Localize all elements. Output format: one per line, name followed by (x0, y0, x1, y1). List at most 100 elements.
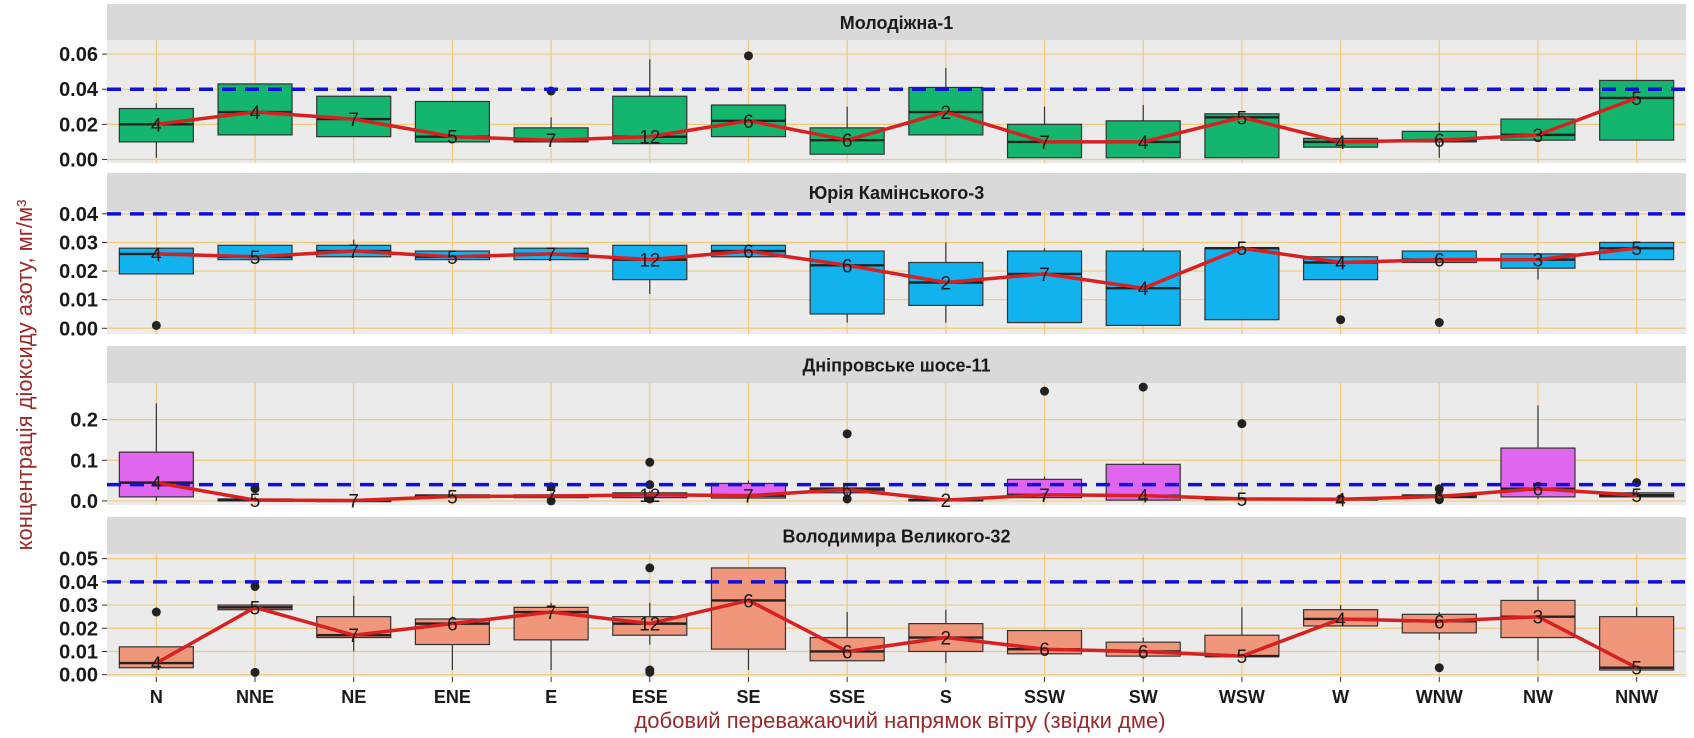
box-ESE (612, 244, 688, 294)
outlier-point (250, 484, 260, 494)
box-iqr (1006, 250, 1083, 324)
count-label: 12 (639, 251, 660, 272)
outlier-point (1434, 484, 1444, 494)
panel-strip (107, 173, 1686, 211)
count-label: 5 (1631, 239, 1642, 260)
count-label: 7 (348, 626, 359, 647)
panel: Молодіжна-1 0.00 0.02 0.04 0.06 4 4 7 5 7 12 6 6 2 7 4 5… (59, 4, 1686, 171)
count-label: 7 (1039, 265, 1050, 286)
y-tick-label: 0.03 (59, 232, 98, 254)
box-N (118, 403, 194, 501)
box-N (118, 103, 194, 158)
outlier-point (645, 494, 655, 504)
x-tick-label: NNW (1615, 687, 1658, 707)
box-iqr (612, 244, 688, 281)
y-tick-label: 0.03 (59, 595, 98, 617)
box-WSW (1204, 113, 1280, 159)
outlier-point (842, 494, 852, 504)
count-label: 6 (1533, 480, 1544, 501)
outlier-point (151, 607, 161, 617)
box-iqr (1204, 113, 1280, 159)
outlier-point (645, 563, 655, 573)
y-tick-label: 0.02 (59, 114, 98, 136)
count-label: 12 (639, 128, 660, 149)
box-WSW (1204, 246, 1280, 321)
panel: Дніпровське шосе-11 0.0 0.1 0.2 4 5 7 5 7 12 7 6 2 7 4… (70, 346, 1686, 513)
count-label: 6 (1039, 640, 1050, 661)
panel: Юрія Камінського-3 0.00 0.01 0.02 0.03 0.04 4 5… (59, 173, 1686, 340)
count-label: 5 (447, 487, 458, 508)
count-label: 4 (151, 474, 162, 495)
y-tick-label: 0.1 (70, 450, 98, 472)
outlier-point (645, 457, 655, 467)
count-label: 7 (743, 487, 754, 508)
count-label: 6 (743, 112, 754, 133)
count-label: 5 (1237, 239, 1248, 260)
x-tick-label: ENE (434, 687, 471, 707)
outlier-point (842, 429, 852, 439)
box-iqr (1105, 120, 1181, 159)
outlier-point (1434, 663, 1444, 673)
count-label: 6 (1434, 487, 1445, 508)
count-label: 7 (546, 131, 557, 152)
x-tick-label: WSW (1219, 687, 1265, 707)
panel-title: Молодіжна-1 (840, 13, 954, 33)
count-label: 12 (639, 615, 660, 636)
x-tick-label: SE (736, 687, 760, 707)
count-label: 7 (1039, 486, 1050, 507)
box-SE (710, 567, 787, 671)
plot-area (107, 383, 1686, 505)
x-tick-label: SW (1129, 687, 1158, 707)
count-label: 2 (941, 274, 952, 295)
count-label: 6 (842, 481, 853, 502)
count-label: 4 (151, 654, 162, 675)
outlier-point (1138, 382, 1148, 392)
y-tick-label: 0.05 (59, 549, 98, 571)
box-iqr (1204, 247, 1280, 321)
count-label: 7 (546, 245, 557, 266)
x-tick-label: N (150, 687, 163, 707)
count-label: 5 (1631, 486, 1642, 507)
x-tick-label: W (1332, 687, 1349, 707)
y-tick-label: 0.01 (59, 290, 98, 312)
count-label: 3 (1533, 126, 1544, 147)
panel-title: Дніпровське шосе-11 (802, 356, 990, 376)
y-tick-label: 0.06 (59, 44, 98, 66)
box-iqr (710, 567, 787, 650)
box-iqr (118, 451, 194, 498)
count-label: 7 (348, 110, 359, 131)
count-label: 6 (842, 256, 853, 277)
y-tick-label: 0.02 (59, 261, 98, 283)
box-iqr (217, 83, 293, 136)
box-NNW (1599, 607, 1675, 671)
outlier-point (1434, 318, 1444, 328)
box-iqr (1401, 250, 1477, 264)
count-label: 4 (151, 245, 162, 266)
outlier-point (1336, 315, 1346, 325)
count-label: 7 (348, 242, 359, 263)
outlier-point (743, 51, 753, 61)
panel: Володимира Великого-320.000.010.020.030.… (59, 517, 1686, 687)
count-label: 4 (1335, 490, 1346, 511)
count-label: 6 (842, 642, 853, 663)
count-label: 5 (447, 248, 458, 269)
count-label: 6 (743, 242, 754, 263)
count-label: 4 (1335, 253, 1346, 274)
count-label: 4 (1335, 610, 1346, 631)
count-label: 7 (546, 487, 557, 508)
median-trend-line (156, 246, 1637, 290)
y-tick-label: 0.04 (59, 204, 99, 226)
panel-strip (107, 517, 1686, 554)
count-label: 5 (1237, 490, 1248, 511)
count-label: 5 (1631, 89, 1642, 110)
count-label: 4 (1335, 133, 1346, 154)
x-tick-label: S (940, 687, 952, 707)
count-label: 3 (1533, 251, 1544, 272)
outlier-point (546, 496, 556, 506)
count-label: 4 (1138, 133, 1149, 154)
count-label: 6 (447, 615, 458, 636)
panel-title: Юрія Камінського-3 (809, 183, 985, 203)
count-label: 6 (743, 591, 754, 612)
count-label: 6 (1434, 131, 1445, 152)
